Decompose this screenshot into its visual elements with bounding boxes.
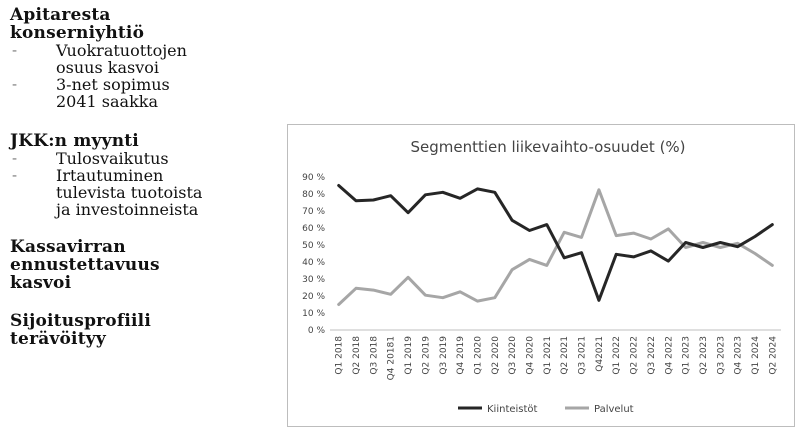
bullet-item: - Irtautuminen tulevista tuotoista ja inv… — [10, 166, 280, 219]
legend-label: Kiinteistöt — [487, 404, 538, 415]
x-tick-label: Q2 2023 — [699, 336, 709, 375]
x-tick-label: Q1 2023 — [682, 336, 692, 375]
chart-panel: Segmenttien liikevaihto-osuudet (%) 0 % 1… — [287, 124, 795, 427]
x-tick-label: Q3 2021 — [578, 336, 588, 375]
bullet-list: - Vuokratuottojen osuus kasvoi - 3-net sopi… — [10, 41, 280, 111]
x-tick-label: Q1 2022 — [612, 336, 622, 375]
x-tick-label: Q1 2018 — [335, 336, 345, 375]
chart-title: Segmenttien liikevaihto-osuudet (%) — [410, 138, 685, 156]
segment-share-chart: Segmenttien liikevaihto-osuudet (%) 0 % 1… — [302, 138, 781, 415]
legend-label: Palvelut — [594, 404, 634, 415]
section-heading: Apitaresta konserniyhtiö — [10, 5, 145, 43]
x-tick-label: Q4 2020 — [525, 336, 535, 375]
x-tick-label: Q3 2019 — [439, 336, 449, 375]
x-tick-label: Q4 2023 — [734, 336, 744, 375]
x-tick-label: Q1 2019 — [404, 336, 414, 375]
y-tick-label: 70 % — [302, 207, 325, 217]
section-1: Apitaresta konserniyhtiö - Vuokratuottojen… — [10, 6, 280, 110]
y-tick-label: 20 % — [302, 292, 325, 302]
y-tick-label: 10 % — [302, 309, 325, 319]
bullet-column: Apitaresta konserniyhtiö - Vuokratuottojen… — [10, 6, 280, 368]
x-tick-label: Q1 2024 — [751, 336, 761, 375]
y-tick-label: 50 % — [302, 241, 325, 251]
series-line-palvelut — [337, 188, 774, 306]
bullet-item: - Tulosvaikutus — [10, 149, 280, 168]
y-tick-label: 80 % — [302, 190, 325, 200]
x-tick-label: Q4 2019 — [456, 336, 466, 375]
x-tick-label: Q3 2018 — [369, 336, 379, 375]
x-tick-label: Q4 20181 — [387, 336, 397, 380]
x-tick-label: Q1 2021 — [543, 336, 553, 375]
bullet-marker: - — [12, 75, 18, 93]
x-tick-label: Q2 2022 — [630, 336, 640, 375]
x-tick-label: Q1 2020 — [473, 336, 483, 375]
x-tick-label: Q2 2018 — [352, 336, 362, 375]
bullet-text: Vuokratuottojen osuus kasvoi — [56, 41, 187, 77]
x-tick-label: Q42021 — [595, 336, 605, 372]
section-heading: Sijoitusprofiili terävöityy — [10, 311, 151, 349]
y-tick-label: 60 % — [302, 224, 325, 234]
series-line-kiinteistot — [337, 184, 774, 302]
y-tick-label: 40 % — [302, 258, 325, 268]
x-tick-label: Q2 2021 — [560, 336, 570, 375]
x-tick-label: Q2 2020 — [491, 336, 501, 375]
section-2: JKK:n myynti - Tulosvaikutus - Irtautuminen … — [10, 132, 280, 218]
bullet-text: Irtautuminen tulevista tuotoista ja inve… — [56, 166, 203, 219]
bullet-item: - Vuokratuottojen osuus kasvoi — [10, 41, 280, 77]
y-tick-label: 90 % — [302, 173, 325, 183]
bullet-marker: - — [12, 41, 18, 59]
x-tick-label: Q2 2024 — [768, 336, 778, 375]
y-tick-label: 30 % — [302, 275, 325, 285]
x-tick-label: Q2 2019 — [421, 336, 431, 375]
section-heading: JKK:n myynti — [10, 131, 139, 151]
x-tick-label: Q3 2020 — [508, 336, 518, 375]
section-4: Sijoitusprofiili terävöityy — [10, 312, 280, 348]
bullet-text: 3-net sopimus 2041 saakka — [56, 75, 170, 111]
section-heading: Kassavirran ennustettavuus kasvoi — [10, 237, 160, 293]
bullet-list: - Tulosvaikutus - Irtautuminen tulevista tu… — [10, 149, 280, 219]
bullet-marker: - — [12, 149, 18, 167]
y-tick-label: 0 % — [308, 326, 326, 336]
x-tick-label: Q3 2023 — [716, 336, 726, 375]
x-tick-label: Q3 2022 — [647, 336, 657, 375]
section-3: Kassavirran ennustettavuus kasvoi — [10, 238, 280, 292]
bullet-marker: - — [12, 166, 18, 184]
x-tick-label: Q4 2022 — [664, 336, 674, 375]
bullet-item: - 3-net sopimus 2041 saakka — [10, 75, 280, 111]
bullet-text: Tulosvaikutus — [56, 149, 169, 168]
